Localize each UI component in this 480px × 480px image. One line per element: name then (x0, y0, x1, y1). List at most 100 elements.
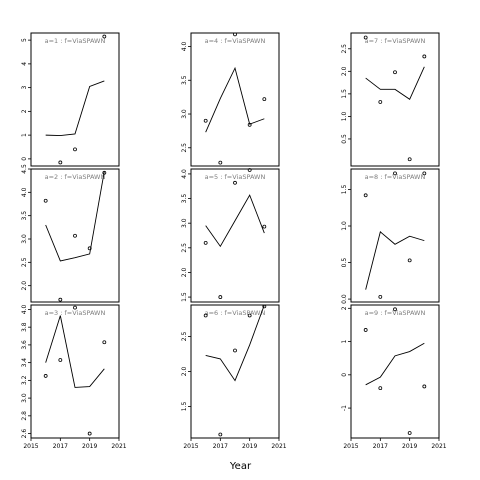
panel-frame (350, 32, 440, 167)
y-tick-label: 2.5 (181, 143, 188, 153)
observed-point (262, 224, 267, 229)
observed-point (393, 171, 397, 176)
observed-point (73, 147, 77, 152)
observed-point (407, 431, 412, 435)
y-tick-label: 3.0 (21, 234, 28, 244)
panel-frame (350, 168, 440, 303)
observed-point (363, 35, 368, 40)
y-tick-label: 3.5 (181, 194, 188, 204)
observed-point (233, 348, 237, 353)
y-tick-label: 0 (21, 157, 28, 161)
y-tick-label: 0.0 (341, 294, 348, 304)
y-tick-label: 2 (341, 306, 348, 310)
observed-point (363, 193, 368, 198)
x-tick-label: 2019 (242, 443, 257, 450)
y-tick-label: 1 (341, 339, 348, 343)
y-tick-label: 4.0 (181, 42, 188, 52)
fitted-series-line (365, 231, 425, 290)
facet-panel-7: a=7 : f=ViaSPAWN 0.5 1.0 1.5 2.0 2.5 (341, 32, 440, 167)
observed-point (262, 97, 267, 102)
panel-frame (190, 168, 280, 303)
observed-point (73, 233, 77, 238)
y-tick-label: 3.4 (21, 358, 28, 368)
y-tick-label: 2.8 (21, 411, 28, 421)
x-axis-title: Year (229, 461, 252, 472)
y-tick-label: 4.5 (21, 164, 28, 174)
observed-point (233, 32, 237, 37)
observed-point (422, 171, 427, 176)
facet-panel-8: a=8 : f=ViaSPAWN 0.0 0.5 1.0 1.5 (341, 168, 440, 304)
y-tick-label: 0 (341, 373, 348, 377)
y-tick-label: 1.5 (181, 402, 188, 412)
y-tick-label: 2.0 (181, 267, 188, 277)
panel-frame (30, 168, 120, 303)
facet-strip-label: a=9 : f=ViaSPAWN (365, 309, 426, 317)
observed-point (247, 313, 252, 318)
facet-strip-label: a=4 : f=ViaSPAWN (205, 37, 266, 45)
observed-point (393, 307, 397, 312)
y-tick-label: 4.0 (181, 169, 188, 179)
observed-point (422, 54, 427, 59)
observed-point (73, 305, 77, 310)
y-tick-label: 0.5 (341, 258, 348, 268)
facet-strip-label: a=6 : f=ViaSPAWN (205, 309, 266, 317)
facet-panel-5: a=5 : f=ViaSPAWN 1.5 2.0 2.5 3.0 3.5 4.0 (181, 168, 280, 303)
fitted-series-line (45, 315, 105, 388)
fitted-series-line (365, 66, 425, 100)
y-tick-label: 2.5 (181, 332, 188, 342)
y-tick-label: 3.6 (21, 340, 28, 350)
y-tick-label: 1.5 (181, 292, 188, 302)
observed-point (203, 313, 208, 318)
y-tick-label: 0.5 (341, 134, 348, 144)
y-tick-label: 4 (21, 62, 28, 66)
y-tick-label: 2.5 (181, 243, 188, 253)
facet-panel-6: a=6 : f=ViaSPAWN 1.5 2.0 2.5 2015 2017 2019 202… (181, 304, 287, 450)
facet-panel-3: a=3 : f=ViaSPAWN 2.6 2.8 3.0 3.2 3.4 3.6 3.8 4.0… (21, 304, 127, 450)
y-tick-label: 3.5 (181, 75, 188, 85)
x-tick-label: 2021 (111, 443, 126, 450)
facet-panel-1: a=1 : f=ViaSPAWN 0 1 2 3 4 5 (21, 32, 120, 167)
x-tick-label: 2017 (53, 443, 68, 450)
panel-frame (30, 32, 120, 167)
observed-point (58, 160, 63, 165)
observed-point (262, 304, 267, 309)
y-tick-label: 3.5 (21, 211, 28, 221)
facet-strip-label: a=1 : f=ViaSPAWN (45, 37, 106, 45)
y-tick-label: 3.0 (181, 109, 188, 119)
y-tick-label: 4.0 (21, 187, 28, 197)
panel-frame (190, 304, 280, 439)
y-tick-label: 1.5 (341, 89, 348, 99)
observed-point (218, 295, 223, 299)
x-tick-label: 2015 (183, 443, 198, 450)
y-tick-label: 1.0 (341, 221, 348, 231)
observed-point (102, 340, 107, 345)
y-tick-label: 1 (21, 133, 28, 137)
fitted-series-line (45, 80, 105, 137)
y-tick-label: 3.8 (21, 322, 28, 332)
x-tick-label: 2015 (23, 443, 38, 450)
y-tick-label: 4.0 (21, 304, 28, 314)
facet-strip-label: a=7 : f=ViaSPAWN (365, 37, 426, 45)
observed-point (102, 34, 107, 39)
y-tick-label: 2 (21, 109, 28, 113)
observed-point (203, 240, 208, 245)
x-tick-label: 2019 (402, 443, 417, 450)
x-tick-label: 2017 (373, 443, 388, 450)
observed-point (58, 358, 63, 362)
y-tick-label: 3.0 (181, 218, 188, 228)
observed-point (218, 432, 223, 437)
observed-point (233, 180, 237, 185)
panel-frame (350, 304, 440, 439)
panels-layer: a=1 : f=ViaSPAWN 0 1 2 3 4 5 a=2 : f=ViaSPAWN 2.… (21, 32, 447, 450)
observed-point (407, 157, 412, 162)
observed-point (87, 431, 92, 436)
observed-point (43, 198, 48, 203)
x-tick-label: 2017 (213, 443, 228, 450)
facet-strip-label: a=2 : f=ViaSPAWN (45, 173, 106, 181)
y-tick-label: 1.0 (341, 111, 348, 121)
facet-strip-label: a=5 : f=ViaSPAWN (205, 173, 266, 181)
observed-point (422, 384, 427, 389)
observed-point (87, 246, 92, 251)
x-tick-label: 2019 (82, 443, 97, 450)
